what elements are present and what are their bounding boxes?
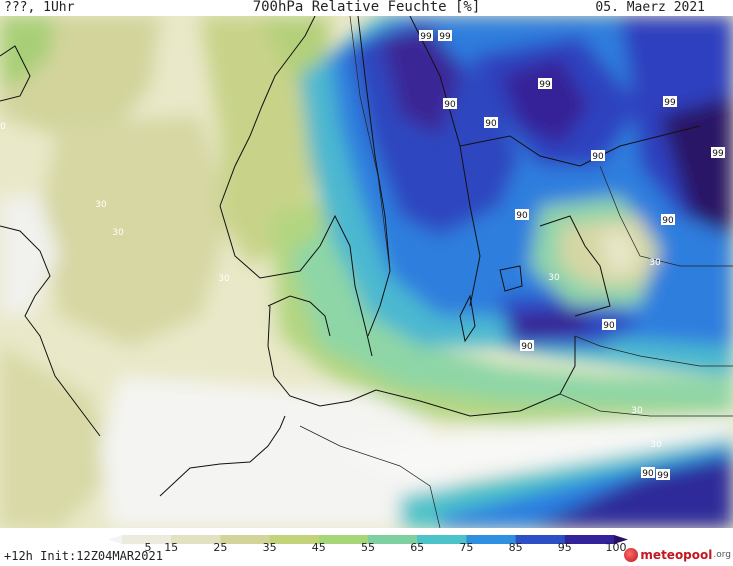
- contour-label: 30: [95, 200, 107, 210]
- colorbar-tick-label: 55: [361, 541, 375, 554]
- forecast-date: 05. Maerz 2021: [595, 0, 705, 15]
- logo-text: meteopool: [640, 548, 713, 562]
- svg-text:99: 99: [664, 98, 676, 108]
- colorbar-cell: [417, 535, 467, 544]
- contour-labels: 99 99 99 90 90 99 90 99 90 90 30 30 30 3…: [0, 30, 725, 481]
- contour-label: 30: [650, 440, 662, 450]
- svg-text:30: 30: [649, 258, 661, 268]
- contour-label: 90: [602, 319, 616, 331]
- contour-label: 99: [419, 30, 433, 42]
- colorbar-cell: [220, 535, 271, 544]
- contour-label: 90: [661, 214, 675, 226]
- contour-label: 30: [548, 273, 560, 283]
- colorbar-tick-label: 65: [410, 541, 425, 554]
- logo-tld: .org: [713, 550, 731, 560]
- svg-text:99: 99: [657, 471, 669, 481]
- svg-text:30: 30: [95, 200, 107, 210]
- colorbar-tick-label: 85: [508, 541, 523, 554]
- colorbar-cell: [269, 535, 320, 544]
- colorbar-cell: [122, 535, 172, 544]
- svg-text:30: 30: [631, 406, 643, 416]
- contour-label: 90: [591, 150, 605, 162]
- colorbar-tick-label: 5: [144, 541, 152, 554]
- contour-label: 99: [656, 469, 670, 481]
- contour-label: 30: [218, 274, 230, 284]
- colorbar-tick-label: 25: [213, 541, 228, 554]
- colorbar-cell: [564, 535, 615, 544]
- svg-text:30: 30: [548, 273, 560, 283]
- contour-label: 90: [515, 209, 529, 221]
- contour-label: 30: [112, 228, 124, 238]
- colorbar-cell: [108, 535, 122, 544]
- svg-text:30: 30: [650, 440, 662, 450]
- svg-text:0: 0: [0, 122, 6, 132]
- svg-text:90: 90: [521, 342, 533, 352]
- colorbar-tick-label: 45: [311, 541, 326, 554]
- svg-text:99: 99: [539, 80, 551, 90]
- svg-text:90: 90: [485, 119, 497, 129]
- contour-label: 99: [663, 96, 677, 108]
- meteopool-logo[interactable]: meteopool .org: [624, 546, 731, 564]
- contour-label: 99: [711, 147, 725, 159]
- colorbar-tick-label: 35: [262, 541, 277, 554]
- contour-label: 30: [649, 258, 661, 268]
- humidity-map: 99 99 99 90 90 99 90 99 90 90 30 30 30 3…: [0, 16, 733, 528]
- colorbar-cell: [614, 535, 628, 544]
- colorbar-cell: [318, 535, 369, 544]
- colorbar: [108, 529, 628, 544]
- contour-label: 90: [520, 340, 534, 352]
- colorbar-tick-label: 75: [459, 541, 474, 554]
- svg-text:90: 90: [516, 211, 528, 221]
- svg-text:30: 30: [218, 274, 230, 284]
- colorbar-tick-label: 100: [605, 541, 627, 554]
- contour-label: 99: [538, 78, 552, 90]
- svg-text:99: 99: [712, 149, 724, 159]
- svg-text:90: 90: [642, 469, 654, 479]
- svg-text:90: 90: [603, 321, 615, 331]
- colorbar-tick-label: 15: [164, 541, 179, 554]
- humidity-field: [0, 16, 733, 528]
- forecast-time-label: ???, 1Uhr: [4, 0, 75, 15]
- contour-label: 99: [438, 30, 452, 42]
- run-info: +12h Init:12Z04MAR2021: [4, 549, 163, 563]
- svg-text:90: 90: [662, 216, 674, 226]
- contour-label: 90: [641, 467, 655, 479]
- map-title: 700hPa Relative Feuchte [%]: [252, 0, 481, 15]
- svg-text:30: 30: [112, 228, 124, 238]
- svg-text:99: 99: [439, 32, 451, 42]
- colorbar-cell: [171, 535, 221, 544]
- contour-label: 0: [0, 122, 6, 132]
- colorbar-tick-label: 95: [557, 541, 572, 554]
- contour-label: 90: [443, 98, 457, 110]
- svg-text:90: 90: [444, 100, 456, 110]
- svg-text:90: 90: [592, 152, 604, 162]
- humidity-map-svg: 99 99 99 90 90 99 90 99 90 90 30 30 30 3…: [0, 16, 733, 528]
- coastlines: [0, 16, 701, 497]
- colorbar-svg: [108, 535, 628, 544]
- contour-label: 30: [631, 406, 643, 416]
- colorbar-cell: [466, 535, 517, 544]
- colorbar-cell: [515, 535, 566, 544]
- country-borders: [299, 16, 733, 528]
- svg-text:99: 99: [420, 32, 432, 42]
- colorbar-cell: [368, 535, 418, 544]
- logo-ball-icon: [624, 548, 639, 562]
- contour-label: 90: [484, 117, 498, 129]
